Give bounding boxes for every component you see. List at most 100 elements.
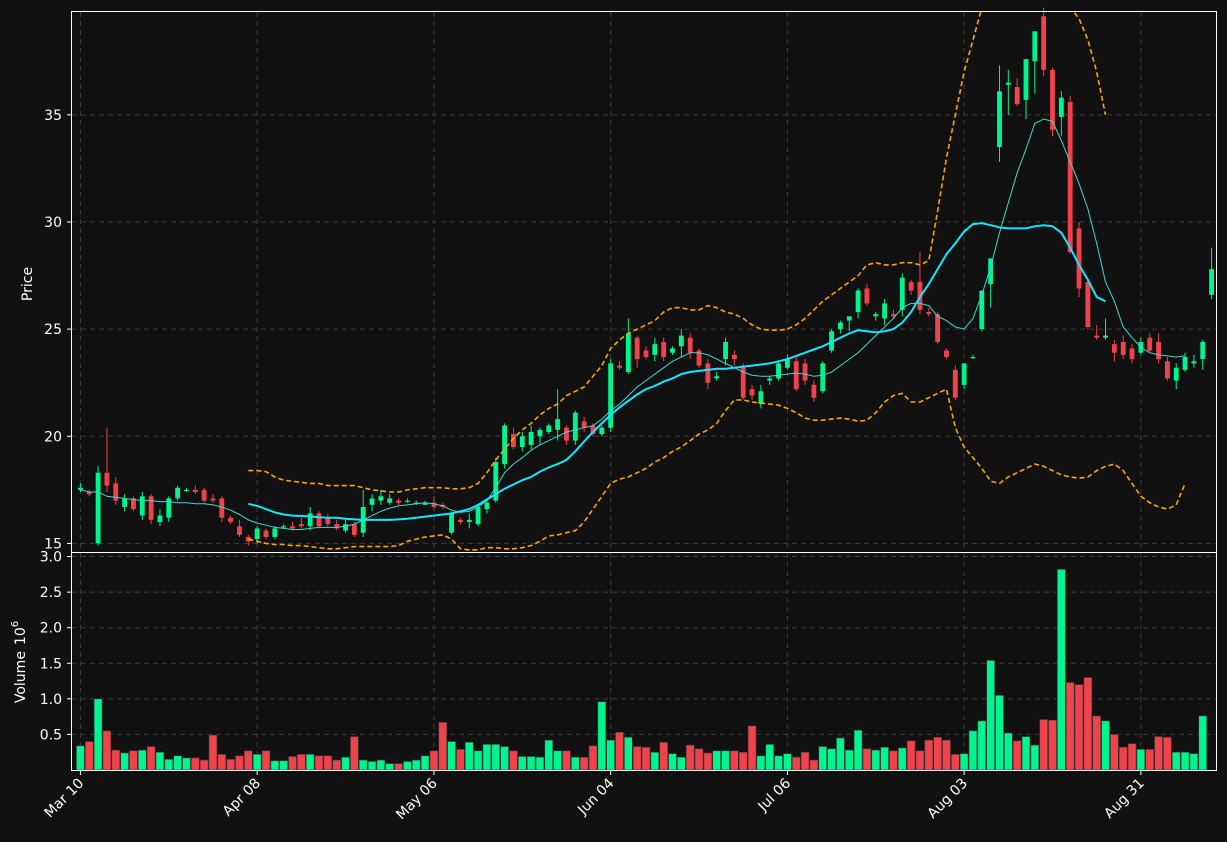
volume-bar <box>632 746 642 771</box>
volume-axis-label-text: Volume <box>13 651 29 703</box>
volume-bar <box>1110 734 1119 771</box>
candle-body <box>705 363 711 383</box>
volume-bar <box>730 750 739 771</box>
candle-body <box>493 462 499 501</box>
candle-body <box>369 498 375 505</box>
volume-bar <box>279 760 288 771</box>
candle-body <box>546 425 552 432</box>
volume-bar <box>323 755 333 771</box>
volume-bar <box>491 744 501 771</box>
candle-body <box>528 432 534 445</box>
candle-body <box>166 498 172 518</box>
volume-bar <box>111 749 121 771</box>
volume-bar <box>933 736 942 771</box>
candle-body <box>758 391 764 405</box>
candle-body <box>290 526 295 529</box>
volume-bar <box>659 741 668 771</box>
volume-bar <box>93 698 103 771</box>
volume-bar <box>959 753 969 771</box>
volume-bar <box>942 739 951 771</box>
volume-bar <box>146 746 156 771</box>
candle-body <box>1094 335 1100 338</box>
price-tick-label: 35 <box>44 108 62 124</box>
volume-bar <box>509 750 518 771</box>
candle-body <box>599 427 605 435</box>
volume-bar <box>182 757 191 771</box>
volume-bar <box>606 739 615 771</box>
candle-body <box>1014 87 1020 105</box>
volume-bar <box>924 739 934 771</box>
candle-body <box>1147 337 1153 351</box>
volume-bar <box>482 744 492 771</box>
candle-body <box>192 489 198 492</box>
bollinger-line <box>248 387 1186 551</box>
volume-bar <box>394 763 403 771</box>
volume-bar <box>208 734 218 771</box>
candle-body <box>95 472 101 544</box>
candle-body <box>952 369 958 398</box>
candle-body <box>855 290 861 312</box>
candle-body <box>139 496 145 516</box>
volume-bar <box>305 754 315 771</box>
volume-bar <box>438 722 448 771</box>
candle-body <box>935 314 941 342</box>
candle-body <box>1032 31 1038 62</box>
candle-body <box>1129 348 1135 360</box>
candle-body <box>581 421 587 428</box>
volume-bar <box>217 754 227 771</box>
volume-bar <box>685 744 695 771</box>
candle-body <box>502 425 508 465</box>
volume-bar <box>677 756 686 771</box>
candle-body <box>325 517 331 525</box>
candle-body <box>387 498 393 503</box>
candle-body <box>678 335 684 347</box>
volume-bar <box>199 759 209 771</box>
candle-body <box>298 524 304 527</box>
candle-body <box>1156 342 1161 360</box>
volume-bar <box>951 754 960 771</box>
candle-body <box>687 337 693 353</box>
candle-body <box>334 524 340 529</box>
volume-bar <box>341 756 350 771</box>
volume-bar <box>138 749 147 771</box>
candle-body <box>625 333 631 372</box>
candle-body <box>122 498 128 507</box>
volume-bar <box>500 746 509 771</box>
candle-body <box>864 288 870 304</box>
candle-body <box>86 492 92 495</box>
candle-body <box>793 361 799 390</box>
volume-bar <box>1057 569 1066 771</box>
volume-bar <box>906 740 916 771</box>
candle-body <box>634 337 640 360</box>
candle-body <box>351 524 357 535</box>
price-tick-label: 15 <box>44 536 62 552</box>
candle-body <box>1041 16 1047 70</box>
volume-bar <box>915 750 925 771</box>
volume-bar <box>756 755 766 771</box>
volume-bar <box>385 763 394 771</box>
candle-body <box>555 419 561 430</box>
candle-body <box>926 312 932 315</box>
candle-body <box>104 472 110 486</box>
volume-bar <box>1004 732 1013 771</box>
volume-bar <box>1154 736 1163 771</box>
candle-body <box>237 526 242 535</box>
grid-layer <box>72 12 1216 770</box>
volume-bar <box>1145 749 1154 771</box>
candle-body <box>643 350 649 357</box>
price-axis-label: Price <box>20 267 36 301</box>
volume-bar <box>473 750 483 771</box>
volume-bar <box>818 746 828 771</box>
volume-bar <box>1083 677 1093 771</box>
candle-body <box>731 354 737 360</box>
candle-body <box>811 384 817 398</box>
candle-body <box>846 316 852 321</box>
candle-body <box>944 350 949 357</box>
volume-bar <box>1163 736 1172 771</box>
volume-bar <box>376 759 386 771</box>
volume-bar <box>350 736 359 771</box>
volume-bar <box>129 750 138 771</box>
candle-body <box>590 425 596 435</box>
volume-bar <box>562 750 571 771</box>
volume-bar <box>597 701 607 771</box>
